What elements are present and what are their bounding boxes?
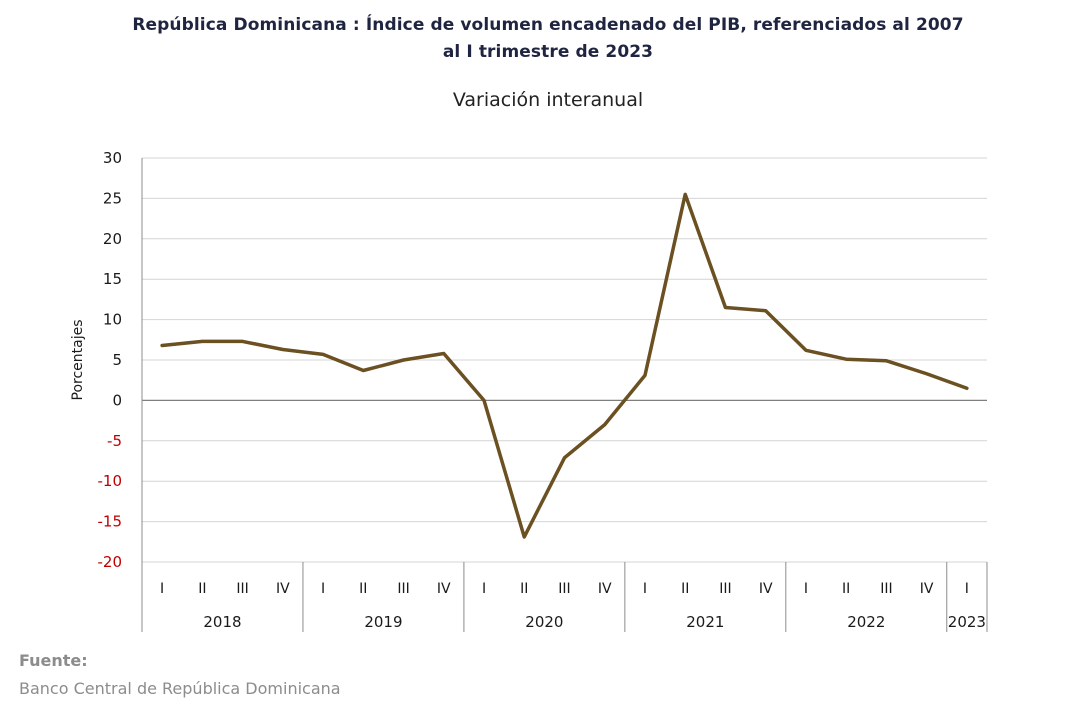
year-label: 2018: [203, 613, 241, 631]
x-tick-label: II: [842, 581, 850, 597]
y-axis-label: Porcentajes: [70, 319, 86, 400]
x-tick-label: III: [719, 581, 731, 597]
y-tick-label: -20: [98, 553, 123, 571]
x-tick-label: I: [965, 581, 969, 597]
x-tick-label: I: [321, 581, 325, 597]
y-tick-label: 30: [103, 149, 122, 167]
y-tick-label: -10: [98, 472, 123, 490]
y-tick-label: 25: [103, 189, 122, 207]
y-axis-ticks: 30 25 20 15 10 5 0 -5 -10 -15 -20: [98, 149, 123, 571]
x-tick-label: III: [236, 581, 248, 597]
source-label: Fuente:: [19, 651, 88, 670]
y-tick-label: 15: [103, 270, 122, 288]
chart-title-line-2: al I trimestre de 2023: [442, 42, 654, 62]
x-tick-label: II: [198, 581, 206, 597]
x-tick-label: II: [681, 581, 689, 597]
y-tick-label: -5: [107, 432, 122, 450]
y-tick-label: -15: [98, 513, 123, 531]
y-tick-label: 5: [112, 351, 122, 369]
x-tick-label: II: [520, 581, 528, 597]
x-tick-label: II: [359, 581, 367, 597]
y-tick-label: 10: [103, 311, 122, 329]
x-tick-label: IV: [276, 581, 290, 597]
gridlines: [141, 157, 987, 563]
chart-subtitle: Variación interanual: [452, 89, 644, 111]
year-label: 2022: [847, 613, 885, 631]
x-tick-label: III: [558, 581, 570, 597]
x-tick-label: IV: [920, 581, 934, 597]
year-label: 2021: [686, 613, 724, 631]
x-tick-label: III: [397, 581, 409, 597]
source-text: Banco Central de República Dominicana: [19, 679, 341, 698]
year-label: 2023: [948, 613, 986, 631]
x-tick-label: I: [804, 581, 808, 597]
x-tick-label: IV: [598, 581, 612, 597]
x-tick-label: IV: [437, 581, 451, 597]
series-polyline: [160, 192, 969, 539]
x-tick-label: I: [482, 581, 486, 597]
x-tick-label: III: [880, 581, 892, 597]
x-tick-label: I: [160, 581, 164, 597]
year-label: 2020: [525, 613, 563, 631]
x-tick-label: IV: [759, 581, 773, 597]
y-tick-label: 20: [103, 230, 122, 248]
year-label: 2019: [364, 613, 402, 631]
y-tick-label: 0: [112, 391, 122, 409]
series-line: [160, 192, 969, 539]
chart-title-line-1: República Dominicana : Índice de volumen…: [132, 15, 964, 35]
x-tick-label: I: [643, 581, 647, 597]
